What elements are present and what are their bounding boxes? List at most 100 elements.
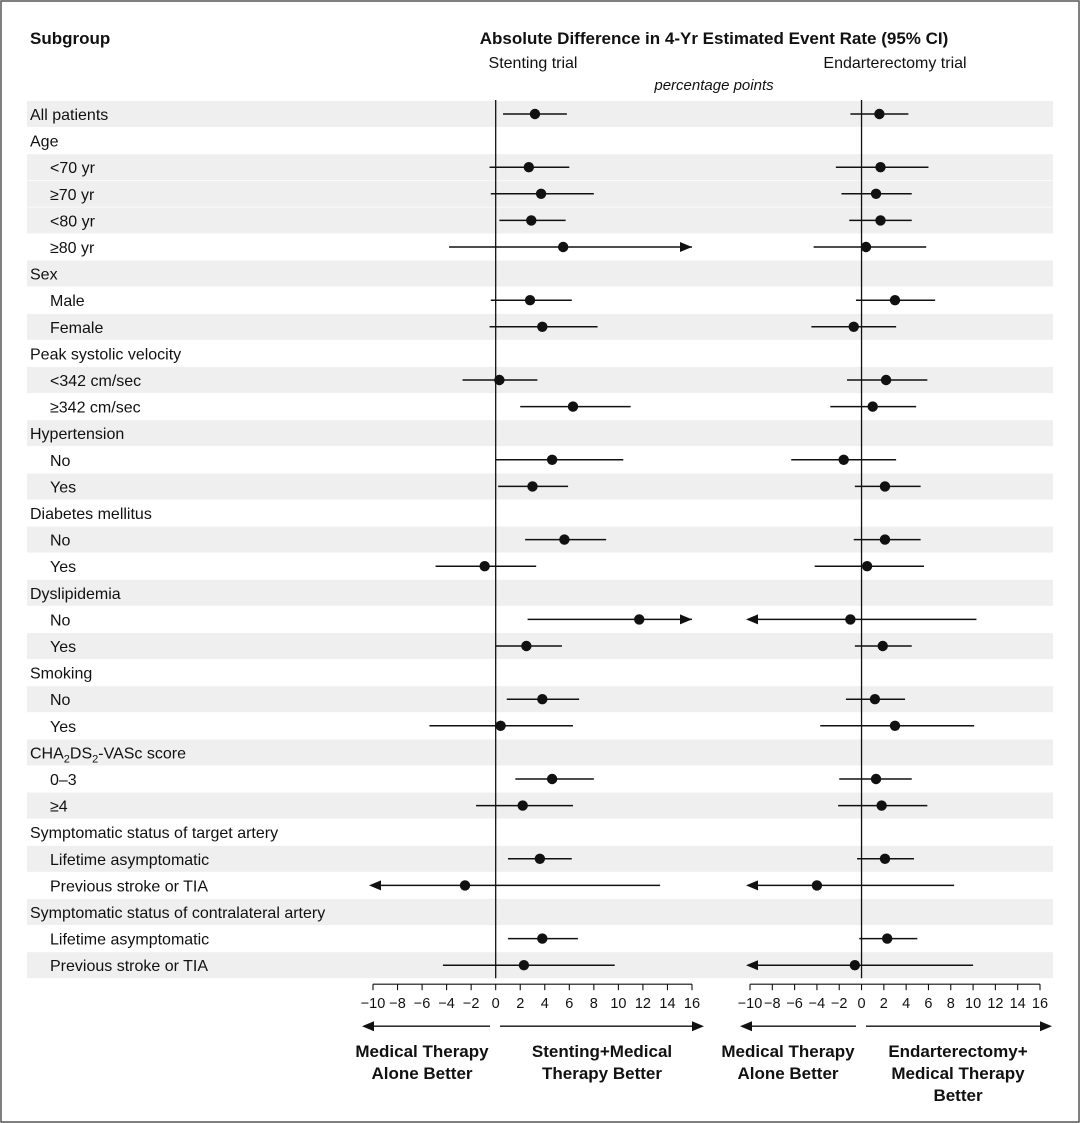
stenting-ci-arrow-right [680, 614, 692, 625]
stenting-right-direction-label: Stenting+Medical Therapy Better [532, 1042, 672, 1083]
x-tick-label: −8 [764, 996, 781, 1012]
row-label: Female [50, 320, 103, 337]
x-tick-label: 12 [635, 996, 651, 1012]
stenting-point-estimate [527, 481, 538, 492]
x-tick-label: −10 [361, 996, 386, 1012]
stenting-ci-arrow-left [369, 880, 381, 891]
x-tick-label: 10 [610, 996, 626, 1012]
endarterectomy-point-estimate [875, 162, 886, 173]
stenting-direction-arrow-left [362, 1021, 374, 1032]
stenting-point-estimate [535, 188, 547, 199]
stenting-point-estimate [521, 640, 532, 652]
endarterectomy-point-estimate [889, 295, 901, 306]
row-label: CHA2DS2-VASc score [30, 745, 186, 765]
row-label: ≥342 cm/sec [50, 400, 141, 417]
x-tick-label: 16 [684, 996, 700, 1012]
row-label: 0–3 [50, 772, 77, 789]
row-label: Hypertension [30, 426, 124, 443]
stenting-point-estimate [546, 773, 558, 785]
row-label: <70 yr [50, 160, 96, 177]
stenting-point-estimate [523, 162, 535, 173]
x-tick-label: 16 [1032, 996, 1048, 1012]
endarterectomy-point-estimate [879, 853, 891, 864]
endarterectomy-point-estimate [874, 108, 885, 120]
endarterectomy-ci-arrow-left [746, 880, 758, 891]
stenting-point-estimate [459, 880, 471, 891]
x-tick-label: 10 [965, 996, 981, 1012]
stenting-point-estimate [526, 215, 537, 226]
stenting-point-estimate [534, 853, 546, 864]
x-tick-label: 8 [590, 996, 598, 1012]
row-label: <80 yr [50, 213, 96, 230]
endarterectomy-point-estimate [848, 321, 859, 332]
endarterectomy-ci-arrow-left [746, 960, 758, 971]
endarterectomy-ci-arrow-left [746, 614, 758, 625]
endarterectomy-point-estimate [879, 534, 891, 545]
panel-title-stenting: Stenting trial [489, 55, 578, 72]
subgroup-header: Subgroup [30, 29, 110, 48]
stenting-point-estimate [517, 800, 528, 811]
x-tick-label: 4 [541, 996, 549, 1012]
row-band [27, 260, 1053, 287]
x-tick-label: −6 [786, 996, 803, 1012]
stenting-direction-arrow-right [692, 1021, 704, 1032]
row-label: Peak systolic velocity [30, 346, 181, 363]
endarterectomy-point-estimate [877, 640, 888, 652]
ci-marks [369, 108, 977, 971]
stenting-point-estimate [524, 295, 536, 306]
row-band [27, 579, 1053, 606]
row-label: Male [50, 293, 85, 310]
x-tick-label: 14 [659, 996, 675, 1012]
row-label: ≥70 yr [50, 187, 95, 204]
row-label: Lifetime asymptomatic [50, 852, 209, 869]
row-label: ≥4 [50, 799, 68, 816]
endarterectomy-point-estimate [879, 481, 891, 492]
endarterectomy-point-estimate [869, 694, 881, 705]
endarterectomy-point-estimate [876, 800, 887, 811]
stenting-point-estimate [529, 108, 541, 120]
endarterectomy-direction-arrow-right [1040, 1021, 1052, 1032]
row-label: Yes [50, 479, 76, 496]
row-label: Previous stroke or TIA [50, 958, 208, 975]
row-label: Yes [50, 559, 76, 576]
stenting-ci-arrow-right [680, 242, 692, 252]
endarterectomy-point-estimate [849, 960, 861, 971]
row-label: Smoking [30, 666, 92, 683]
x-tick-label: 2 [880, 996, 888, 1012]
row-label: No [50, 453, 71, 470]
endarterectomy-point-estimate [838, 454, 849, 465]
stenting-point-estimate [557, 241, 569, 253]
row-label: Diabetes mellitus [30, 506, 152, 523]
x-tick-label: −4 [809, 996, 826, 1012]
endarterectomy-right-direction-label: Endarterectomy+ Medical Therapy Better [888, 1042, 1027, 1105]
stenting-point-estimate [495, 720, 506, 731]
row-label: Age [30, 134, 59, 151]
x-tick-label: 6 [565, 996, 573, 1012]
stenting-point-estimate [546, 454, 558, 465]
row-label: Dyslipidemia [30, 586, 121, 603]
x-tick-label: 6 [924, 996, 932, 1012]
endarterectomy-direction-arrow-left [740, 1021, 752, 1032]
row-label: Lifetime asymptomatic [50, 932, 209, 949]
row-label: Yes [50, 639, 76, 656]
row-label: Yes [50, 719, 76, 736]
stenting-point-estimate [634, 614, 645, 625]
endarterectomy-point-estimate [811, 880, 823, 891]
stenting-point-estimate [537, 321, 548, 332]
endarterectomy-point-estimate [870, 188, 882, 199]
endarterectomy-point-estimate [870, 773, 882, 785]
endarterectomy-point-estimate [860, 241, 872, 253]
stenting-point-estimate [494, 374, 505, 386]
direction-labels: Medical Therapy Alone Better Stenting+Medi… [355, 1021, 1052, 1105]
endarterectomy-left-direction-label: Medical Therapy Alone Better [721, 1042, 855, 1083]
row-band [27, 420, 1053, 447]
x-tick-label: 0 [492, 996, 500, 1012]
units-label: percentage points [653, 77, 774, 94]
endarterectomy-point-estimate [880, 374, 892, 386]
row-label: Symptomatic status of contralateral arte… [30, 905, 325, 922]
endarterectomy-point-estimate [867, 401, 878, 412]
stenting-left-direction-label: Medical Therapy Alone Better [355, 1042, 489, 1083]
x-tick-label: 2 [516, 996, 524, 1012]
endarterectomy-point-estimate [861, 561, 873, 572]
